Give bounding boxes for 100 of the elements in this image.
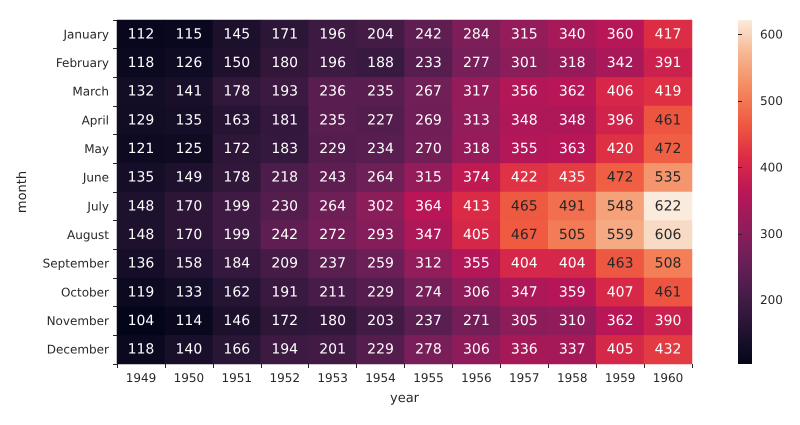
- x-tick-label: 1954: [365, 371, 396, 385]
- data-label: 548: [606, 198, 634, 214]
- data-label: 317: [463, 84, 490, 100]
- data-label: 234: [367, 141, 394, 157]
- data-label: 233: [415, 55, 442, 71]
- data-label: 535: [654, 170, 682, 186]
- data-label: 264: [319, 198, 346, 214]
- data-label: 491: [558, 198, 586, 214]
- data-label: 559: [606, 227, 634, 243]
- data-label: 201: [319, 342, 346, 358]
- data-label: 271: [463, 313, 490, 329]
- data-label: 196: [319, 26, 346, 42]
- color-bar-label: 400: [760, 160, 783, 174]
- data-label: 505: [558, 227, 586, 243]
- data-label: 150: [223, 55, 250, 71]
- data-label: 141: [176, 84, 202, 100]
- data-label: 163: [223, 112, 250, 128]
- data-label: 301: [510, 55, 538, 71]
- data-label: 310: [558, 313, 586, 329]
- data-label: 194: [271, 342, 298, 358]
- data-label: 390: [654, 313, 682, 329]
- data-label: 199: [223, 227, 250, 243]
- data-label: 407: [606, 284, 634, 300]
- data-label: 347: [415, 227, 442, 243]
- data-label: 364: [415, 198, 442, 214]
- data-label: 133: [176, 284, 202, 300]
- data-label: 278: [415, 342, 442, 358]
- y-tick-label: December: [46, 342, 110, 357]
- data-label: 129: [128, 112, 154, 128]
- data-label: 277: [463, 55, 490, 71]
- data-label: 435: [558, 170, 586, 186]
- y-axis-title: month: [15, 170, 30, 214]
- data-label: 359: [558, 284, 586, 300]
- data-label: 237: [319, 256, 346, 272]
- data-label: 465: [510, 198, 538, 214]
- data-label: 229: [319, 141, 346, 157]
- data-label: 404: [510, 256, 538, 272]
- data-label: 348: [510, 112, 538, 128]
- data-label: 115: [176, 26, 202, 42]
- data-label: 170: [176, 227, 202, 243]
- data-label: 463: [606, 256, 634, 272]
- data-label: 229: [367, 342, 394, 358]
- data-label: 235: [367, 84, 394, 100]
- data-label: 136: [128, 256, 154, 272]
- data-label: 355: [510, 141, 538, 157]
- data-label: 118: [128, 55, 154, 71]
- data-label: 158: [176, 256, 202, 272]
- data-label: 149: [176, 170, 202, 186]
- data-label: 360: [606, 26, 634, 42]
- data-label: 204: [367, 26, 394, 42]
- y-tick-label: March: [72, 84, 109, 99]
- x-tick-label: 1950: [174, 371, 204, 385]
- data-label: 374: [463, 170, 490, 186]
- data-label: 270: [415, 141, 442, 157]
- y-tick-label: September: [42, 256, 110, 271]
- data-label: 218: [271, 170, 298, 186]
- x-tick-label: 1960: [652, 371, 684, 385]
- data-label: 264: [367, 170, 394, 186]
- y-tick-label: February: [56, 56, 109, 70]
- data-label: 472: [654, 141, 682, 157]
- data-label: 413: [463, 198, 490, 214]
- x-tick-label: 1955: [413, 371, 444, 385]
- data-label: 472: [606, 170, 634, 186]
- data-label: 180: [319, 313, 346, 329]
- data-label: 236: [319, 84, 346, 100]
- data-label: 135: [176, 112, 202, 128]
- data-label: 312: [415, 256, 442, 272]
- data-label: 230: [271, 198, 298, 214]
- color-bar-label: 200: [760, 293, 783, 308]
- data-label: 391: [654, 55, 682, 71]
- data-label: 126: [176, 55, 202, 71]
- y-tick-label: October: [60, 285, 110, 300]
- data-label: 422: [510, 170, 538, 186]
- data-label: 269: [415, 112, 442, 128]
- data-label: 313: [463, 112, 490, 128]
- data-label: 404: [558, 256, 586, 272]
- data-label: 315: [415, 170, 442, 186]
- data-label: 336: [510, 342, 538, 358]
- y-tick-label: April: [82, 113, 109, 128]
- data-label: 178: [223, 84, 250, 100]
- data-label: 284: [463, 26, 490, 42]
- data-label: 140: [176, 342, 202, 358]
- data-label: 259: [367, 256, 394, 272]
- data-label: 193: [271, 84, 298, 100]
- x-tick-label: 1959: [604, 371, 636, 385]
- x-tick-label: 1949: [126, 371, 156, 385]
- data-label: 237: [415, 313, 442, 329]
- data-label: 417: [654, 26, 682, 42]
- y-tick-label: August: [67, 228, 110, 242]
- x-tick-label: 1953: [317, 371, 348, 385]
- data-label: 356: [510, 84, 538, 100]
- data-label: 162: [223, 284, 250, 300]
- data-label: 172: [223, 141, 250, 157]
- data-label: 363: [558, 141, 586, 157]
- data-label: 104: [128, 313, 154, 329]
- y-tick-label: June: [82, 170, 109, 185]
- data-label: 227: [367, 112, 394, 128]
- data-label: 183: [271, 141, 298, 157]
- data-label: 211: [319, 284, 346, 300]
- data-label: 461: [654, 284, 682, 300]
